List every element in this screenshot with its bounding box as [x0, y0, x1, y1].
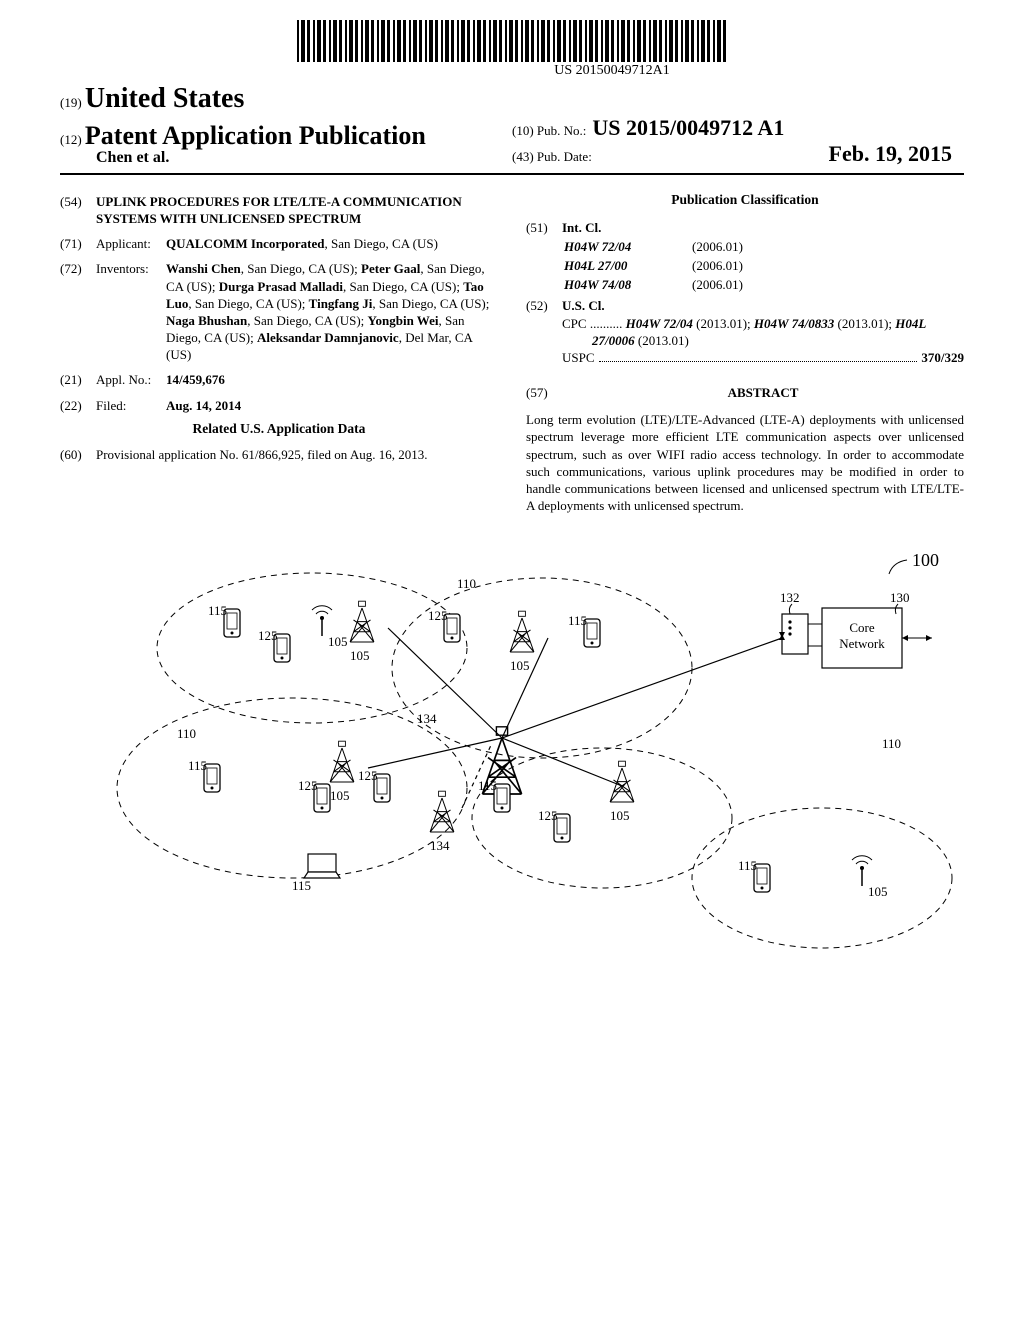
- svg-text:115: 115: [478, 778, 497, 793]
- svg-text:110: 110: [177, 726, 196, 741]
- svg-text:100: 100: [912, 550, 939, 570]
- svg-text:132: 132: [780, 590, 800, 605]
- filed-date: Aug. 14, 2014: [166, 398, 241, 413]
- svg-text:130: 130: [890, 590, 910, 605]
- uscl-label: U.S. Cl.: [562, 298, 605, 313]
- svg-text:105: 105: [868, 884, 888, 899]
- pub-no: US 2015/0049712 A1: [592, 115, 784, 141]
- country-name: United States: [85, 83, 244, 114]
- svg-text:105: 105: [510, 658, 530, 673]
- filed-label: Filed:: [96, 397, 166, 414]
- code-10: (10): [512, 123, 534, 139]
- applicant-label: Applicant:: [96, 235, 166, 252]
- pub-date-label: Pub. Date:: [537, 149, 598, 165]
- svg-text:125: 125: [298, 778, 318, 793]
- svg-text:115: 115: [568, 613, 587, 628]
- uspc-leader-dots: [599, 349, 918, 362]
- network-diagram: 1001101101101341051051051051341051051151…: [62, 538, 962, 968]
- barcode-number: US 20150049712A1: [60, 63, 964, 79]
- intcl-table: H04W 72/04(2006.01)H04L 27/00(2006.01)H0…: [562, 236, 1000, 295]
- applicant-location: , San Diego, CA (US): [325, 236, 438, 251]
- related-app-heading: Related U.S. Application Data: [60, 420, 498, 438]
- svg-text:105: 105: [330, 788, 350, 803]
- svg-text:115: 115: [208, 603, 227, 618]
- code-21: (21): [60, 371, 96, 388]
- intcl-label: Int. Cl.: [562, 220, 601, 235]
- code-43: (43): [512, 149, 534, 165]
- appl-no-label: Appl. No.:: [96, 371, 166, 388]
- svg-text:Network: Network: [839, 636, 885, 651]
- svg-text:105: 105: [328, 634, 348, 649]
- svg-text:110: 110: [457, 576, 476, 591]
- appl-no: 14/459,676: [166, 372, 225, 387]
- code-57: (57): [526, 384, 562, 401]
- code-72: (72): [60, 260, 96, 363]
- svg-text:125: 125: [538, 808, 558, 823]
- code-22: (22): [60, 397, 96, 414]
- code-71: (71): [60, 235, 96, 252]
- applicant-name: QUALCOMM Incorporated: [166, 236, 325, 251]
- code-60: (60): [60, 446, 96, 463]
- barcode-graphic: [297, 20, 727, 62]
- svg-text:Core: Core: [849, 620, 875, 635]
- code-51: (51): [526, 219, 562, 236]
- abstract-label: ABSTRACT: [728, 385, 799, 400]
- svg-text:110: 110: [882, 736, 901, 751]
- header-rule: [60, 173, 964, 175]
- svg-text:125: 125: [258, 628, 278, 643]
- inventors-list: Wanshi Chen, San Diego, CA (US); Peter G…: [166, 260, 498, 363]
- svg-text:105: 105: [350, 648, 370, 663]
- code-54: (54): [60, 193, 96, 227]
- svg-text:115: 115: [738, 858, 757, 873]
- pub-date: Feb. 19, 2015: [829, 141, 964, 167]
- inventors-label: Inventors:: [96, 260, 166, 363]
- publication-type: Patent Application Publication: [85, 121, 426, 150]
- authors-short: Chen et al.: [60, 149, 512, 167]
- classification-heading: Publication Classification: [526, 191, 964, 209]
- invention-title: UPLINK PROCEDURES FOR LTE/LTE-A COMMUNIC…: [96, 193, 498, 227]
- uspc-value: 370/329: [921, 349, 964, 366]
- svg-text:134: 134: [430, 838, 450, 853]
- svg-text:125: 125: [428, 608, 448, 623]
- cpc-line: CPC .......... H04W 72/04 (2013.01); H04…: [562, 315, 964, 349]
- abstract-text: Long term evolution (LTE)/LTE-Advanced (…: [526, 411, 964, 514]
- code-12: (12): [60, 132, 82, 147]
- svg-text:115: 115: [292, 878, 311, 893]
- pub-no-label: Pub. No.:: [537, 123, 592, 139]
- barcode-region: US 20150049712A1: [60, 20, 964, 79]
- svg-text:115: 115: [188, 758, 207, 773]
- code-19: (19): [60, 95, 82, 110]
- svg-text:134: 134: [417, 711, 437, 726]
- svg-text:105: 105: [610, 808, 630, 823]
- provisional-text: Provisional application No. 61/866,925, …: [96, 446, 498, 463]
- code-52: (52): [526, 297, 562, 314]
- applicant-value: QUALCOMM Incorporated, San Diego, CA (US…: [166, 235, 498, 252]
- figure-1: 1001101101101341051051051051341051051151…: [60, 538, 964, 973]
- svg-text:125: 125: [358, 768, 378, 783]
- uspc-label: USPC: [562, 349, 595, 366]
